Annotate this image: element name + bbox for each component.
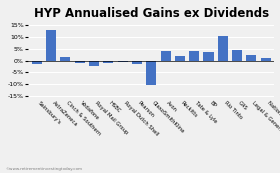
Text: ©www.retirementinvestingtoday.com: ©www.retirementinvestingtoday.com — [6, 167, 83, 171]
Bar — [232, 50, 242, 61]
Bar — [89, 61, 99, 66]
Title: HYP Annualised Gains ex Dividends: HYP Annualised Gains ex Dividends — [34, 7, 269, 20]
Bar — [74, 61, 85, 63]
Bar — [218, 36, 228, 61]
Bar — [261, 58, 271, 61]
Bar — [32, 61, 42, 64]
Bar — [189, 51, 199, 61]
Bar — [46, 30, 56, 61]
Bar — [118, 61, 128, 62]
Bar — [132, 61, 142, 64]
Bar — [103, 61, 113, 63]
Bar — [146, 61, 156, 85]
Bar — [60, 57, 70, 61]
Bar — [175, 56, 185, 61]
Bar — [204, 52, 214, 61]
Bar — [160, 51, 171, 61]
Bar — [246, 55, 256, 61]
